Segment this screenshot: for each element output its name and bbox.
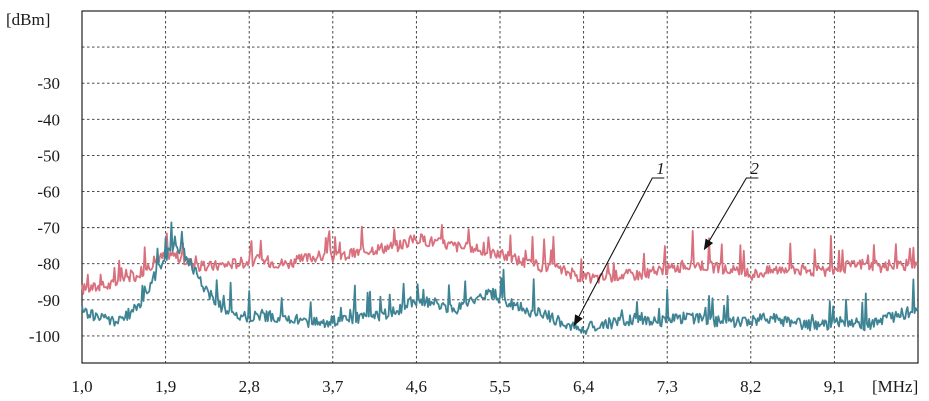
y-tick-label: -40 xyxy=(37,110,60,129)
y-tick-label: -100 xyxy=(29,327,60,346)
x-tick-label: 8,2 xyxy=(740,377,761,396)
x-tick-label: 1,9 xyxy=(155,377,176,396)
y-tick-label: -80 xyxy=(37,255,60,274)
annotation-label: 2 xyxy=(750,159,759,178)
y-tick-label: -90 xyxy=(37,291,60,310)
x-axis-unit: [MHz] xyxy=(872,377,918,396)
x-tick-label: 2,8 xyxy=(239,377,260,396)
x-tick-label: 3,7 xyxy=(322,377,344,396)
x-tick-label: 1,0 xyxy=(71,377,92,396)
annotation-label: 1 xyxy=(656,159,665,178)
y-axis-unit: [dBm] xyxy=(6,10,50,29)
y-tick-label: -60 xyxy=(37,183,60,202)
x-tick-label: 5,5 xyxy=(489,377,510,396)
y-tick-label: -50 xyxy=(37,146,60,165)
y-tick-label: -30 xyxy=(37,74,60,93)
y-tick-label: -70 xyxy=(37,219,60,238)
x-tick-label: 6,4 xyxy=(573,377,595,396)
x-tick-label: 4,6 xyxy=(406,377,427,396)
x-tick-label: 7,3 xyxy=(657,377,678,396)
x-tick-label: 9,1 xyxy=(824,377,845,396)
